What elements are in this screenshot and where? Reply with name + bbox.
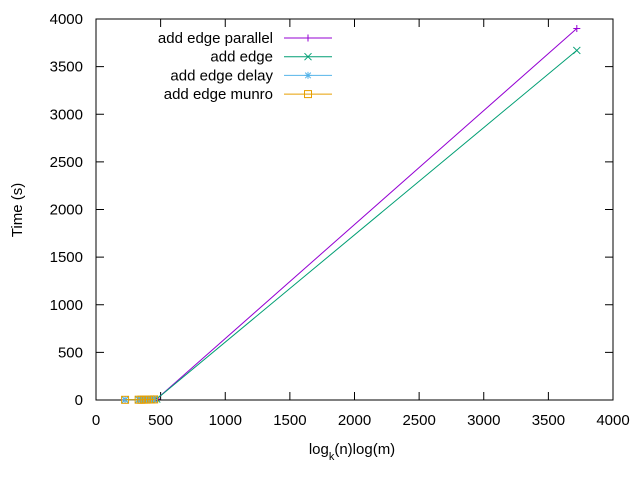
y-tick-label-1: 500	[58, 344, 83, 361]
axes: 0 500 1000 1500 2000 2500 3000 3500 4000 0 500 1000…	[50, 11, 630, 429]
x-tick-label-7: 3500	[532, 412, 565, 429]
x-tick-label-4: 2000	[338, 412, 371, 429]
y-tick-label-4: 2000	[50, 202, 83, 219]
series-lines	[121, 25, 581, 404]
data-point-3-7	[150, 395, 159, 404]
x-tick-label-8: 4000	[596, 412, 629, 429]
x-axis-label: logk(n)log(m)	[309, 441, 395, 463]
data-point-3-0	[121, 395, 130, 404]
legend-marker-3	[304, 90, 312, 99]
x-axis-label-post: (n)log(m)	[334, 441, 395, 458]
legend-label-2: add edge delay	[170, 67, 273, 84]
legend-marker-0	[304, 34, 312, 42]
y-tick-label-2: 1000	[50, 297, 83, 314]
y-axis-label: Time (s)	[9, 183, 26, 237]
legend-marker-2	[304, 71, 312, 79]
x-tick-label-5: 2500	[402, 412, 435, 429]
x-tick-label-6: 3000	[467, 412, 500, 429]
legend-label-1: add edge	[210, 49, 273, 66]
data-point-1-9	[572, 46, 581, 55]
x-tick-label-1: 500	[148, 412, 173, 429]
legend-marker-1	[304, 52, 312, 61]
legend-label-3: add edge munro	[164, 86, 273, 103]
x-axis-label-pre: log	[309, 441, 329, 458]
x-tick-label-3: 1500	[273, 412, 306, 429]
y-tick-label-7: 3500	[50, 59, 83, 76]
y-tick-label-3: 1500	[50, 249, 83, 266]
y-tick-label-6: 3000	[50, 106, 83, 123]
x-tick-label-2: 1000	[209, 412, 242, 429]
legend-label-0: add edge parallel	[158, 30, 273, 47]
y-tick-label-5: 2500	[50, 154, 83, 171]
x-axis-label-sub: k	[329, 451, 335, 463]
data-point-0-9	[573, 25, 581, 33]
y-tick-label-8: 4000	[50, 11, 83, 28]
x-tick-label-0: 0	[92, 412, 100, 429]
y-tick-label-0: 0	[75, 392, 83, 409]
